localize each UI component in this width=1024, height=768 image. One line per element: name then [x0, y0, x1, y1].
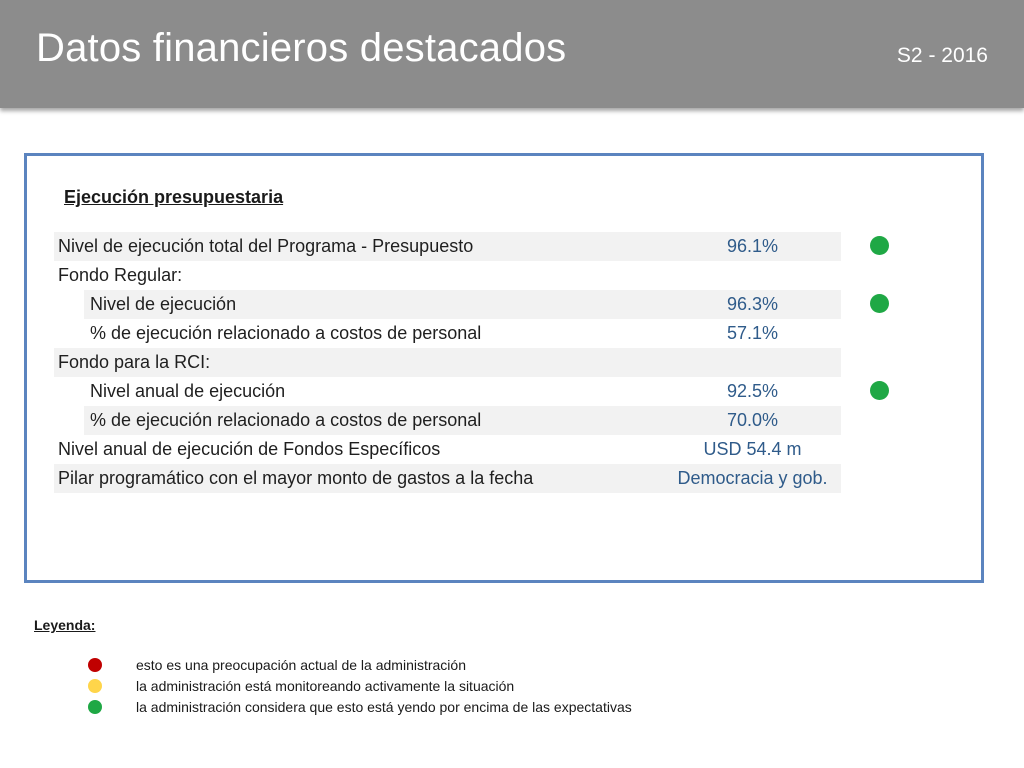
period-label: S2 - 2016 — [896, 44, 988, 67]
status-green-dot-icon — [870, 294, 889, 313]
row-label: % de ejecución relacionado a costos de p… — [54, 406, 664, 435]
budget-panel: Ejecución presupuestaria Nivel de ejecuc… — [24, 153, 984, 583]
budget-table: Nivel de ejecución total del Programa - … — [54, 232, 889, 493]
row-value — [664, 261, 841, 290]
table-row: Nivel anual de ejecución 92.5% — [54, 377, 889, 406]
row-label: Nivel de ejecución total del Programa - … — [54, 232, 664, 261]
status-green-dot-icon — [870, 236, 889, 255]
status-green-dot-icon — [870, 381, 889, 400]
table-row: Pilar programático con el mayor monto de… — [54, 464, 841, 493]
row-value: Democracia y gob. — [664, 464, 841, 493]
legend-item-yellow: la administración está monitoreando acti… — [88, 677, 514, 695]
header-bar: Datos financieros destacados S2 - 2016 — [0, 0, 1024, 108]
red-dot-icon — [88, 658, 102, 672]
row-value — [664, 348, 841, 377]
table-row: Nivel anual de ejecución de Fondos Espec… — [54, 435, 841, 464]
table-row: % de ejecución relacionado a costos de p… — [54, 406, 841, 435]
table-row: % de ejecución relacionado a costos de p… — [54, 319, 841, 348]
row-value: 92.5% — [726, 381, 779, 401]
row-label: % de ejecución relacionado a costos de p… — [90, 323, 482, 343]
row-label: Pilar programático con el mayor monto de… — [54, 464, 664, 493]
row-label: Fondo para la RCI: — [54, 348, 664, 377]
legend-text: esto es una preocupación actual de la ad… — [136, 657, 466, 673]
green-dot-icon — [88, 700, 102, 714]
row-value: 57.1% — [726, 323, 779, 343]
row-value: USD 54.4 m — [703, 439, 802, 459]
table-row: Fondo para la RCI: — [54, 348, 841, 377]
row-value: 96.3% — [664, 290, 841, 319]
legend-item-red: esto es una preocupación actual de la ad… — [88, 656, 466, 674]
legend-title: Leyenda: — [34, 617, 96, 633]
row-label: Nivel de ejecución — [54, 290, 664, 319]
row-label: Fondo Regular: — [58, 265, 183, 285]
row-value: 70.0% — [664, 406, 841, 435]
table-row: Nivel de ejecución 96.3% — [54, 290, 889, 319]
table-row: Fondo Regular: — [54, 261, 841, 290]
legend-text: la administración está monitoreando acti… — [136, 678, 515, 694]
legend-text: la administración considera que esto est… — [136, 699, 632, 715]
yellow-dot-icon — [88, 679, 102, 693]
page-title: Datos financieros destacados — [36, 26, 567, 70]
table-row: Nivel de ejecución total del Programa - … — [54, 232, 889, 261]
legend-item-green: la administración considera que esto est… — [88, 698, 632, 716]
section-title: Ejecución presupuestaria — [64, 187, 284, 207]
row-label: Nivel anual de ejecución — [90, 381, 286, 401]
row-value: 96.1% — [664, 232, 841, 261]
row-label: Nivel anual de ejecución de Fondos Espec… — [58, 439, 441, 459]
